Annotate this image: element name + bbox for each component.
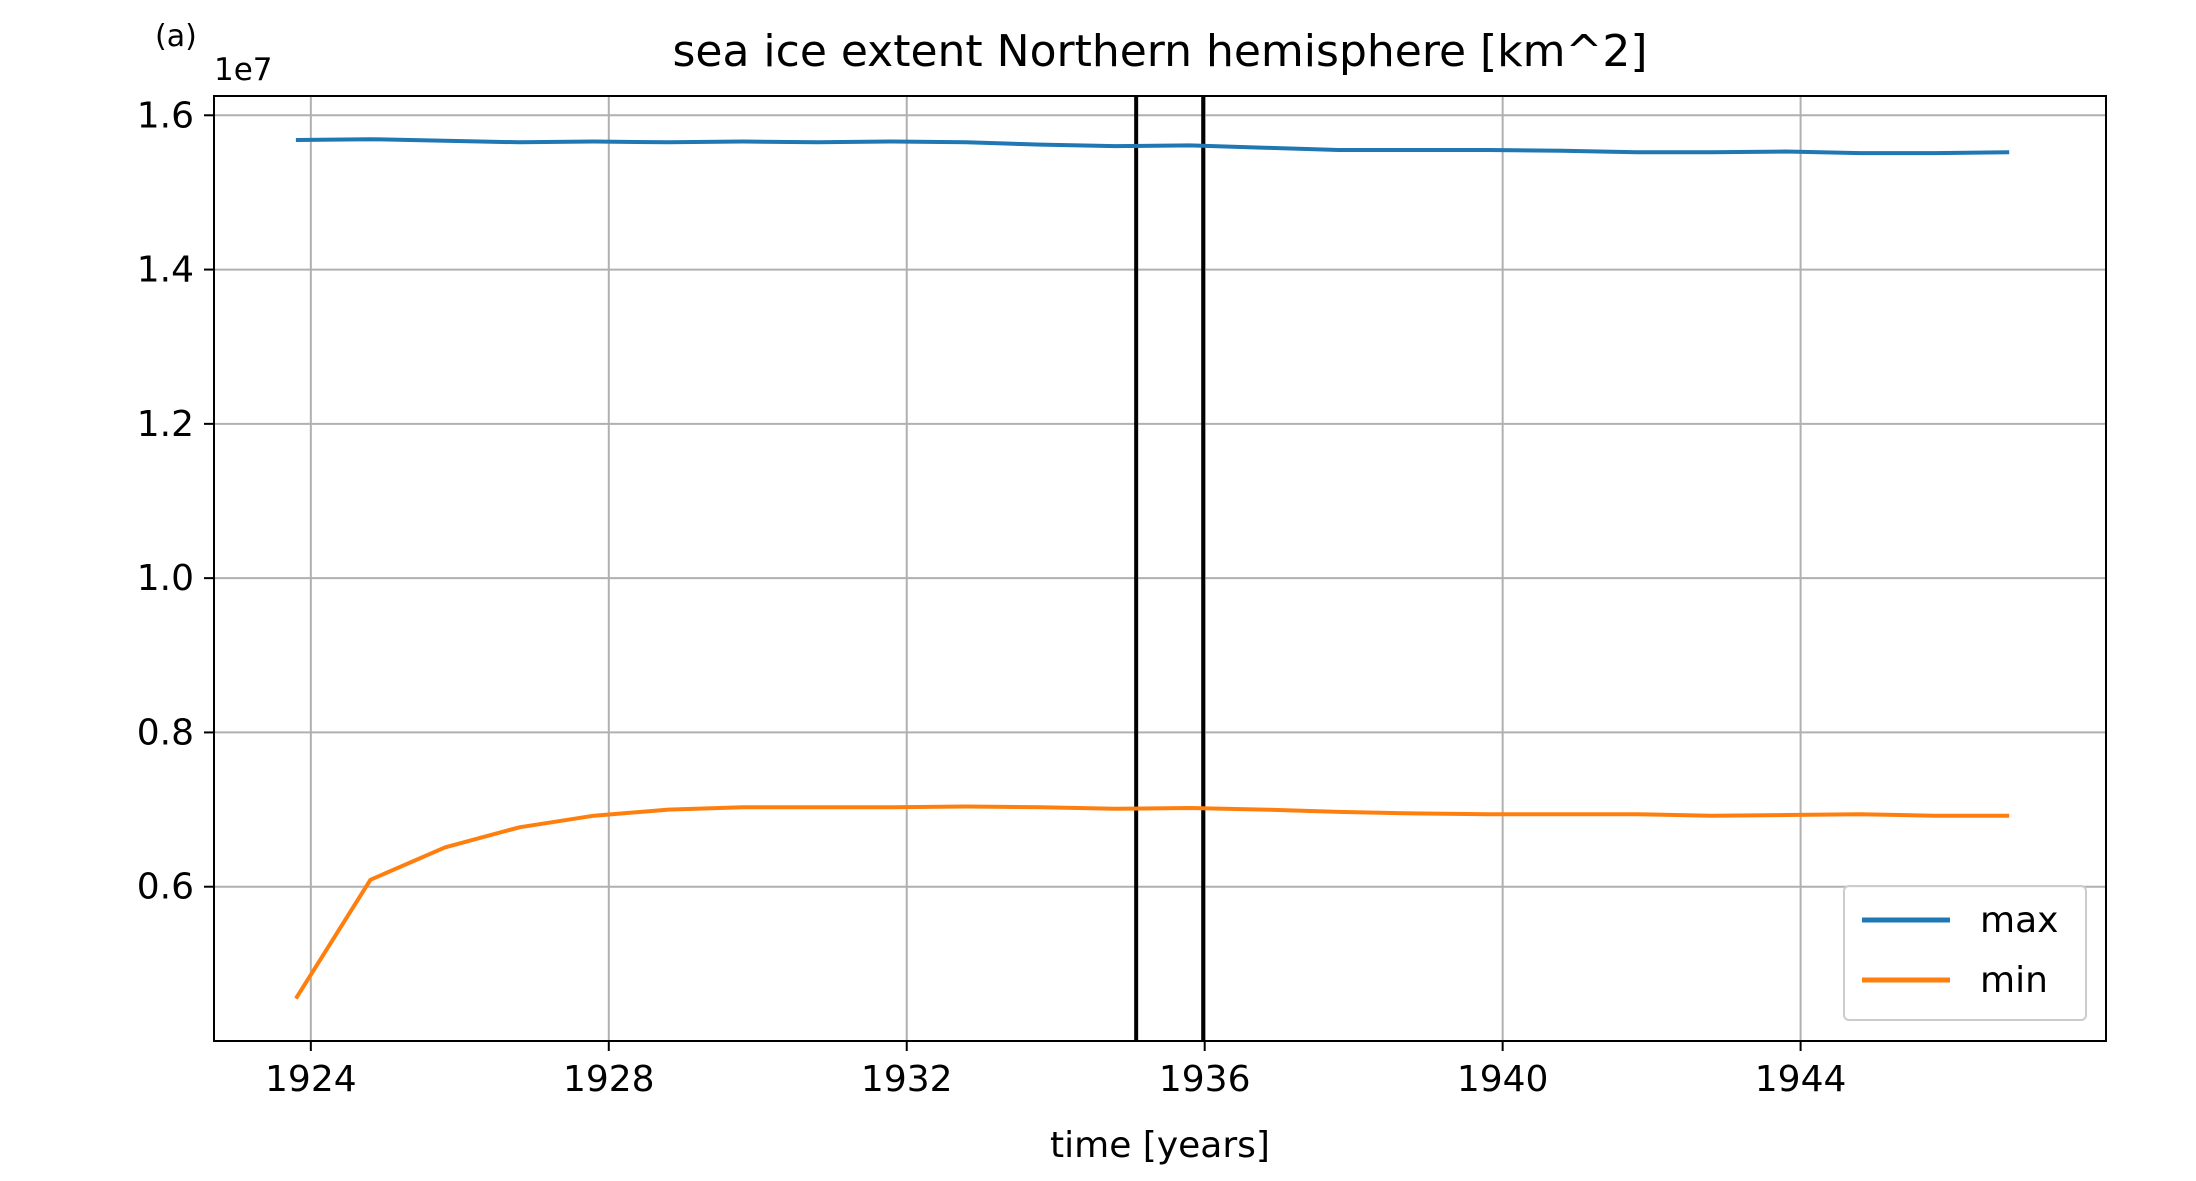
y-tick-label: 0.8	[137, 712, 194, 753]
vertical-markers	[1134, 96, 1206, 1041]
x-tick-label: 1944	[1755, 1059, 1847, 1100]
series-line-max	[295, 137, 2010, 156]
x-tick-label: 1924	[265, 1059, 357, 1100]
x-axis-ticks: 1924 1928 1932 1936 1940 1944	[265, 1041, 1846, 1100]
plot-frame	[213, 95, 2107, 1042]
legend: max min	[1843, 885, 2087, 1021]
grid	[214, 96, 2106, 1041]
y-offset-label: 1e7	[214, 52, 273, 88]
legend-label-max: max	[1980, 900, 2058, 941]
series-lines	[294, 137, 2010, 1000]
y-axis-ticks: 0.6 0.8 1.0 1.2 1.4 1.6	[137, 95, 214, 908]
legend-label-min: min	[1980, 960, 2048, 1001]
series-line-min	[294, 804, 2010, 1000]
y-tick-label: 1.4	[137, 250, 194, 291]
x-tick-label: 1940	[1457, 1059, 1549, 1100]
y-tick-label: 1.2	[137, 404, 194, 445]
x-tick-label: 1936	[1159, 1059, 1251, 1100]
chart-title: sea ice extent Northern hemisphere [km^2…	[672, 26, 1647, 77]
panel-label: (a)	[155, 19, 197, 54]
x-axis-label: time [years]	[1050, 1125, 1270, 1166]
y-tick-label: 1.0	[137, 558, 194, 599]
y-tick-label: 1.6	[137, 95, 194, 136]
x-tick-label: 1928	[563, 1059, 655, 1100]
x-tick-label: 1932	[861, 1059, 953, 1100]
y-tick-label: 0.6	[137, 867, 194, 908]
